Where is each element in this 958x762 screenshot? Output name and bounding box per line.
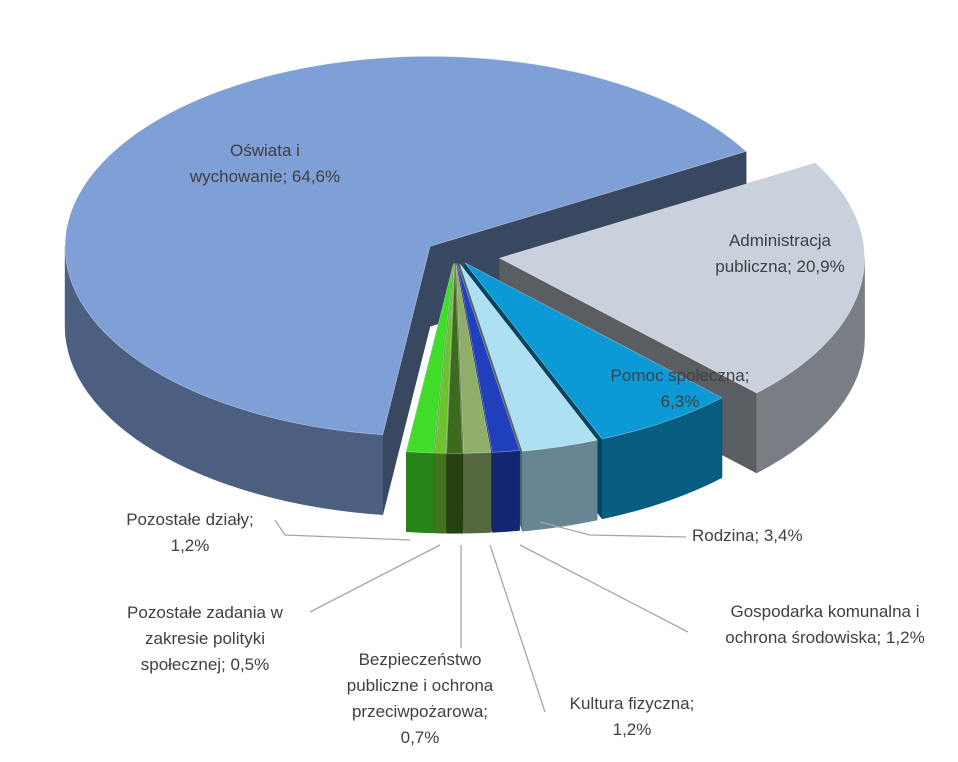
data-label: Bezpieczeństwo publiczne i ochrona przeciw… xyxy=(347,650,494,747)
data-label: Kultura fizyczna; 1,2% xyxy=(570,694,695,739)
slice-wall xyxy=(434,452,447,534)
leader-line xyxy=(309,544,441,613)
data-label: Pozostałe zadania w zakresie polityki społ… xyxy=(127,603,284,674)
slice xyxy=(459,263,598,452)
slice-wall xyxy=(406,451,434,534)
slice xyxy=(446,263,463,454)
slice xyxy=(456,263,520,453)
data-label: Pomoc społeczna; 6,3% xyxy=(611,366,750,411)
data-label: Pozostałe działy; 1,2% xyxy=(126,510,254,555)
data-label: Gospodarka komunalna i ochrona środowiska… xyxy=(725,602,924,647)
slice xyxy=(434,263,455,454)
data-label: Administracja publiczna; 20,9% xyxy=(715,231,844,276)
slice-wall xyxy=(492,450,520,533)
leader-line xyxy=(539,521,687,538)
slice xyxy=(64,56,747,436)
slice-wall xyxy=(446,453,463,534)
leader-line xyxy=(519,544,689,633)
data-label: Oświata i wychowanie; 64,6% xyxy=(189,141,340,186)
slice-wall xyxy=(463,452,492,534)
slice-wall xyxy=(522,439,598,532)
slice xyxy=(498,162,865,394)
leader-line xyxy=(489,544,546,713)
data-label: Rodzina; 3,4% xyxy=(692,526,803,545)
leader-line xyxy=(274,519,411,541)
slice xyxy=(455,263,492,454)
slice xyxy=(464,262,723,440)
slice xyxy=(405,263,454,454)
